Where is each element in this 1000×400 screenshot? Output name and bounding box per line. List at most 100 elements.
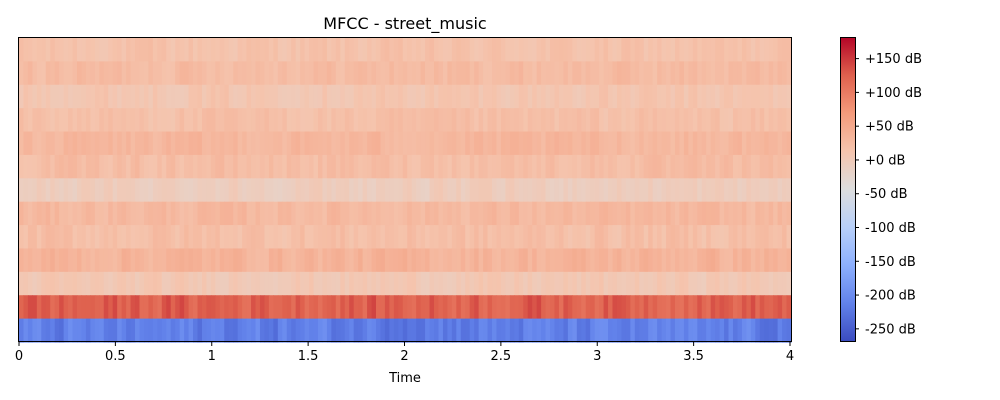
heatmap-cell <box>434 201 440 226</box>
heatmap-cell <box>545 318 551 343</box>
heatmap-cell <box>719 178 725 203</box>
heatmap-cell <box>161 201 167 226</box>
heatmap-cell <box>541 178 547 203</box>
heatmap-cell <box>94 84 100 109</box>
heatmap-cell <box>630 271 636 296</box>
heatmap-cell <box>362 61 368 86</box>
heatmap-cell <box>389 61 395 86</box>
heatmap-cell <box>286 248 292 273</box>
heatmap-cell <box>117 178 123 203</box>
heatmap-cell <box>282 225 288 250</box>
heatmap-cell <box>460 154 466 179</box>
heatmap-cell <box>19 248 25 273</box>
heatmap-cell <box>572 201 578 226</box>
heatmap-cell <box>326 61 332 86</box>
heatmap-cell <box>616 178 623 203</box>
heatmap-cell <box>175 225 181 250</box>
heatmap-cell <box>416 38 422 62</box>
heatmap-cell <box>492 295 498 320</box>
heatmap-cell <box>679 178 685 203</box>
heatmap-cell <box>371 61 377 86</box>
heatmap-cell <box>99 318 105 343</box>
heatmap-cell <box>625 318 631 343</box>
heatmap-cell <box>527 38 533 62</box>
heatmap-cell <box>99 271 105 296</box>
heatmap-cell <box>41 201 47 226</box>
heatmap-cell <box>210 108 216 133</box>
heatmap-cell <box>554 295 560 320</box>
heatmap-cell <box>692 225 698 250</box>
heatmap-cell <box>616 225 623 250</box>
heatmap-cell <box>429 131 435 156</box>
heatmap-cell <box>264 131 270 156</box>
heatmap-cell <box>590 38 596 62</box>
heatmap-cell <box>603 225 609 250</box>
heatmap-cell <box>434 131 440 156</box>
heatmap-cell <box>326 38 332 62</box>
heatmap-cell <box>362 318 368 343</box>
heatmap-cell <box>59 295 65 320</box>
heatmap-cell <box>32 271 38 296</box>
heatmap-cell <box>416 84 422 109</box>
heatmap-cell <box>63 154 69 179</box>
heatmap-cell <box>639 248 645 273</box>
heatmap-cell <box>143 61 150 86</box>
heatmap-cell <box>300 108 306 133</box>
heatmap-cell <box>371 248 377 273</box>
heatmap-cell <box>50 225 56 250</box>
heatmap-cell <box>425 318 431 343</box>
heatmap-cell <box>121 201 127 226</box>
heatmap-cell <box>420 178 426 203</box>
heatmap-cell <box>599 271 605 296</box>
heatmap-cell <box>590 178 596 203</box>
heatmap-cell <box>599 248 605 273</box>
heatmap-cell <box>32 131 38 156</box>
heatmap-cell <box>19 225 25 250</box>
heatmap-cell <box>358 108 364 133</box>
heatmap-cell <box>349 318 355 343</box>
heatmap-cell <box>313 131 319 156</box>
heatmap-cell <box>219 295 225 320</box>
heatmap-cell <box>728 154 734 179</box>
heatmap-cell <box>737 248 743 273</box>
heatmap-cell <box>523 84 529 109</box>
heatmap-cell <box>442 154 448 179</box>
heatmap-cell <box>509 248 515 273</box>
heatmap-cell <box>371 318 377 343</box>
heatmap-cell <box>554 201 560 226</box>
heatmap-cell <box>389 295 395 320</box>
heatmap-cell <box>438 84 444 109</box>
heatmap-cell <box>585 108 591 133</box>
heatmap-cell <box>259 178 266 203</box>
heatmap-cell <box>438 248 444 273</box>
heatmap-cell <box>228 84 234 109</box>
heatmap-cell <box>706 108 712 133</box>
heatmap-cell <box>32 178 38 203</box>
heatmap-cell <box>68 84 74 109</box>
heatmap-cell <box>148 108 154 133</box>
heatmap-cell <box>652 271 658 296</box>
heatmap-cell <box>179 131 185 156</box>
heatmap-cell <box>652 178 658 203</box>
heatmap-cell <box>697 201 703 226</box>
heatmap-cell <box>688 271 694 296</box>
heatmap-cell <box>108 108 114 133</box>
heatmap-cell <box>509 38 515 62</box>
heatmap-cell <box>590 84 596 109</box>
heatmap-cell <box>420 295 426 320</box>
heatmap-cell <box>322 131 328 156</box>
heatmap-cell <box>782 295 788 320</box>
heatmap-cell <box>594 201 600 226</box>
heatmap-cell <box>277 225 283 250</box>
heatmap-cell <box>295 84 301 109</box>
heatmap-cell <box>197 61 203 86</box>
heatmap-cell <box>674 108 681 133</box>
heatmap-cell <box>469 178 475 203</box>
heatmap-cell <box>447 295 453 320</box>
heatmap-cell <box>291 248 297 273</box>
heatmap-cell <box>41 38 47 62</box>
heatmap-cell <box>554 318 560 343</box>
heatmap-cell <box>291 154 297 179</box>
heatmap-cell <box>425 178 431 203</box>
heatmap-cell <box>139 271 145 296</box>
